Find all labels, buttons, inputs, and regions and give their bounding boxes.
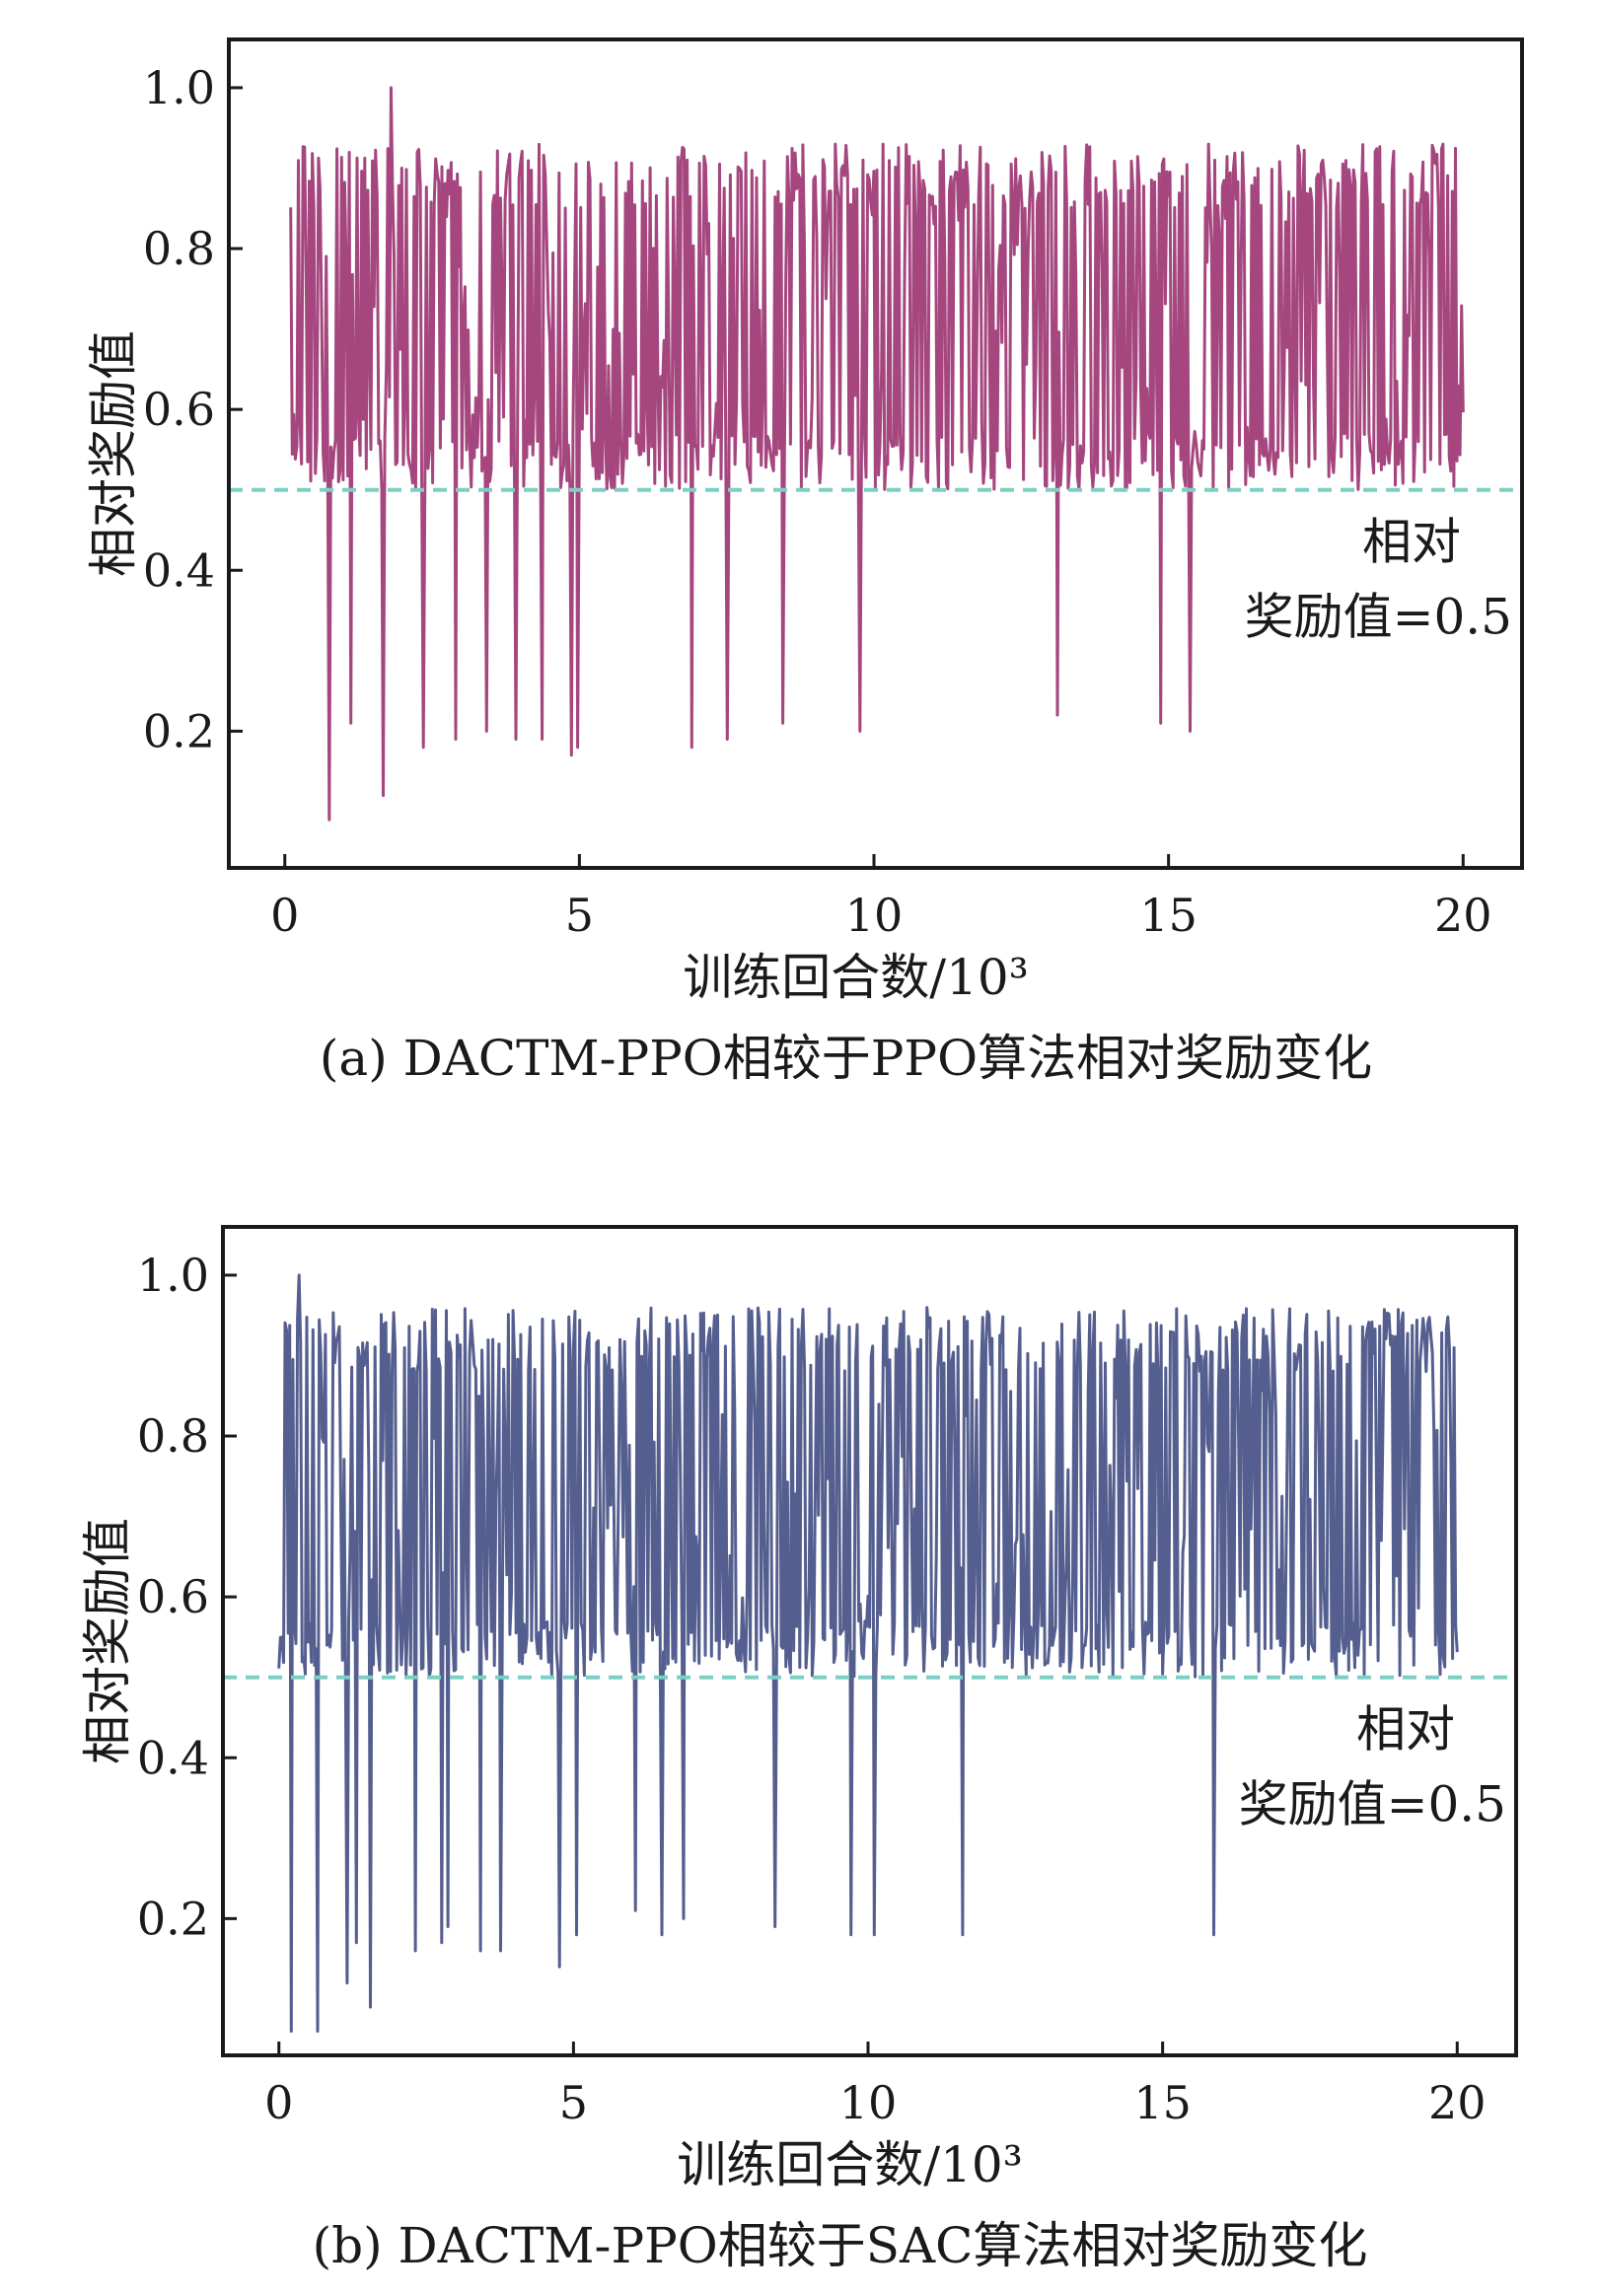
y-tick-label: 0.6 [137,1570,209,1623]
y-tick-label: 0.2 [143,704,215,757]
figure-caption: (b) DACTM-PPO相较于SAC算法相对奖励变化 [313,2217,1368,2274]
y-tick-label: 0.4 [137,1731,209,1784]
x-tick-label: 15 [1133,2076,1192,2129]
y-tick-label: 0.4 [143,543,215,597]
y-tick-label: 1.0 [137,1249,209,1302]
series-line [277,1273,1459,2033]
y-tick-label: 0.8 [137,1409,209,1463]
y-axis-label: 相对奖励值 [85,330,142,577]
x-tick-label: 20 [1434,889,1492,942]
x-tick-label: 15 [1139,889,1198,942]
x-tick-label: 5 [565,889,594,942]
series-line [289,86,1465,822]
reference-annotation: 相对 [1356,1701,1455,1758]
y-tick-label: 1.0 [143,61,215,114]
x-axis-label: 训练回合数/10³ [677,2136,1023,2193]
x-tick-label: 0 [270,889,299,942]
reference-annotation: 相对 [1362,514,1461,571]
y-tick-label: 0.2 [137,1892,209,1945]
x-tick-label: 10 [845,889,904,942]
x-tick-label: 10 [839,2076,898,2129]
x-tick-label: 5 [559,2076,588,2129]
x-tick-label: 20 [1428,2076,1487,2129]
y-axis-label: 相对奖励值 [79,1518,136,1764]
reference-annotation: 奖励值=0.5 [1245,589,1512,646]
x-tick-label: 0 [264,2076,293,2129]
reference-annotation: 奖励值=0.5 [1239,1776,1506,1833]
figure-caption: (a) DACTM-PPO相较于PPO算法相对奖励变化 [320,1030,1372,1087]
y-tick-label: 0.8 [143,222,215,275]
y-tick-label: 0.6 [143,383,215,436]
x-axis-label: 训练回合数/10³ [683,949,1029,1006]
